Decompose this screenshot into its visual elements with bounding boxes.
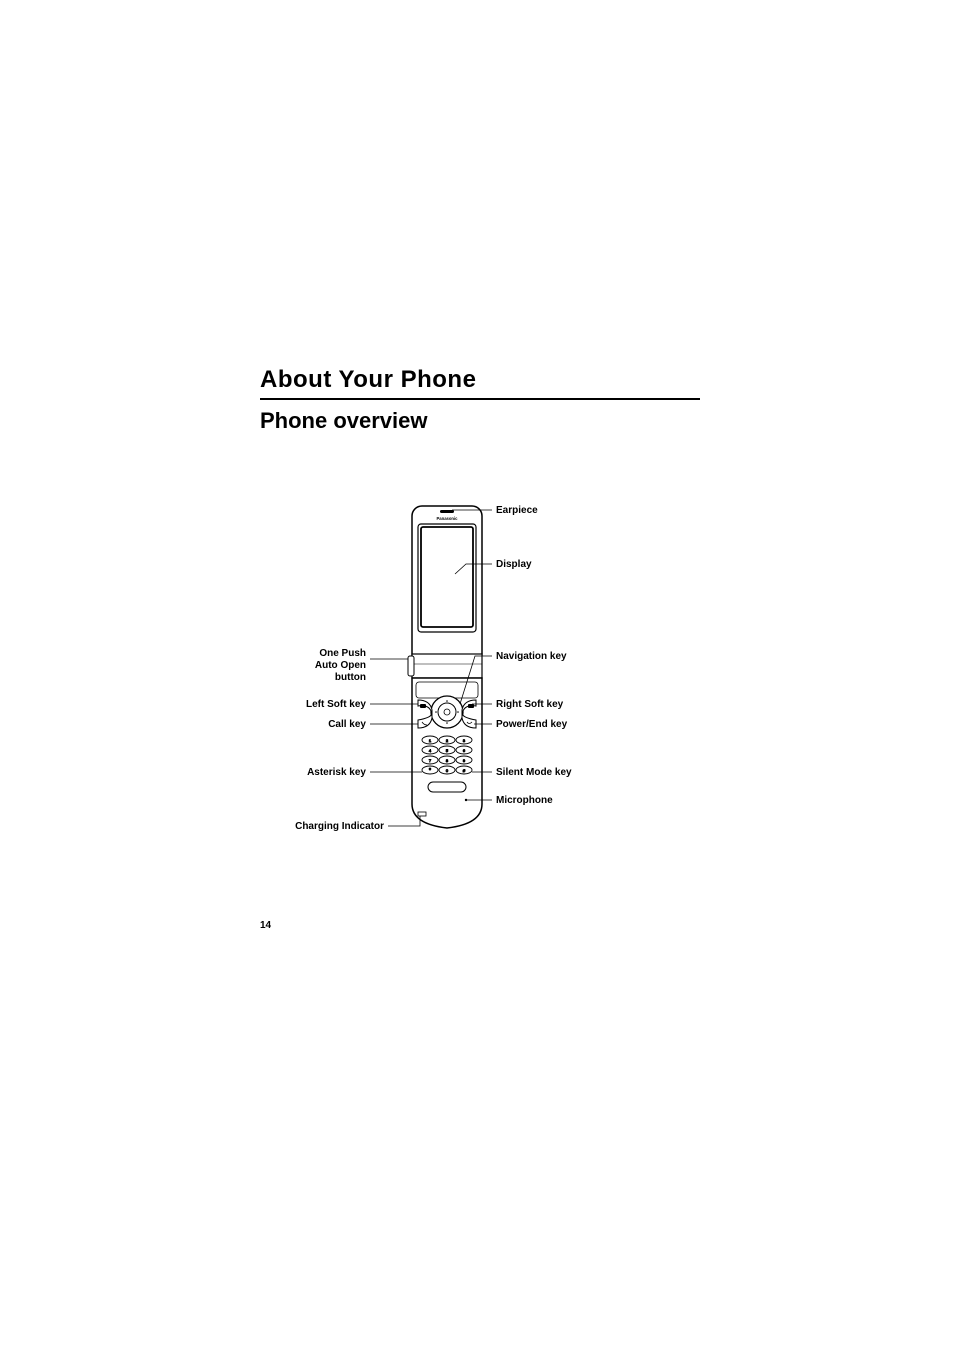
label-navigation-key: Navigation key [496, 651, 567, 663]
section-subheading: Phone overview [260, 408, 700, 434]
label-silent-mode-key: Silent Mode key [496, 767, 572, 779]
label-call-key: Call key [260, 719, 366, 731]
label-asterisk-key: Asterisk key [260, 767, 366, 779]
label-power-end-key: Power/End key [496, 719, 567, 731]
label-microphone: Microphone [496, 795, 553, 807]
label-right-soft-key: Right Soft key [496, 699, 563, 711]
label-charging-indicator: Charging Indicator [260, 821, 384, 833]
phone-diagram: Panasonic [260, 504, 700, 884]
label-earpiece: Earpiece [496, 505, 538, 517]
label-one-push-l2: Auto Open [315, 660, 366, 671]
label-one-push-auto-open: One Push Auto Open button [260, 648, 366, 684]
label-one-push-l1: One Push [319, 648, 366, 659]
label-left-soft-key: Left Soft key [260, 699, 366, 711]
section-heading: About Your Phone [260, 366, 700, 398]
label-one-push-l3: button [335, 672, 366, 683]
page-number: 14 [260, 920, 271, 931]
heading-rule [260, 398, 700, 400]
label-display: Display [496, 559, 532, 571]
